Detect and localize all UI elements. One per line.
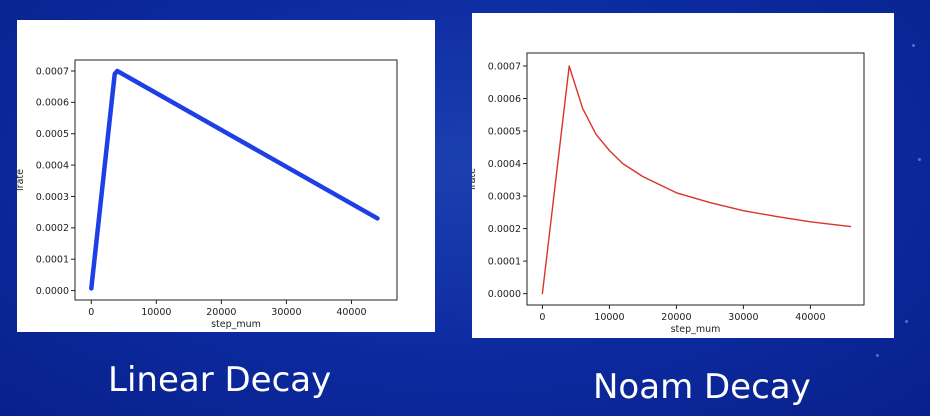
x-tick-label: 20000 — [661, 312, 691, 323]
background-sparkle — [912, 44, 915, 47]
y-tick-label: 0.0001 — [36, 255, 69, 266]
y-tick-label: 0.0005 — [488, 126, 521, 137]
y-tick-label: 0.0003 — [488, 191, 521, 202]
y-axis-label: lrate — [472, 168, 478, 190]
x-tick-label: 20000 — [206, 307, 236, 318]
caption-noam-decay: Noam Decay — [593, 367, 811, 407]
y-tick-label: 0.0003 — [36, 192, 69, 203]
linear-decay-chart-panel: 0 10000 20000 30000 40000 0.0000 0.0001 0.0002 0… — [17, 20, 435, 332]
y-tick-label: 0.0000 — [36, 286, 69, 297]
y-tick-label: 0.0004 — [36, 160, 69, 171]
x-axis-label: step_mum — [671, 324, 721, 335]
noam-decay-chart-panel: 0 10000 20000 30000 40000 0.0000 0.0001 0.0002 0… — [472, 13, 894, 338]
noam-decay-chart: 0 10000 20000 30000 40000 0.0000 0.0001 0.0002 0… — [472, 52, 865, 335]
x-axis-label: step_mum — [211, 319, 261, 330]
x-tick-label: 10000 — [141, 307, 171, 318]
y-tick-label: 0.0000 — [488, 289, 521, 300]
x-tick-label: 0 — [88, 307, 94, 318]
y-tick-label: 0.0007 — [488, 61, 521, 72]
x-tick-label: 30000 — [271, 307, 301, 318]
x-tick-label: 30000 — [728, 312, 758, 323]
y-axis-label: lrate — [17, 169, 26, 191]
x-tick-label: 0 — [539, 312, 545, 323]
y-tick-label: 0.0002 — [36, 223, 69, 234]
y-tick-label: 0.0001 — [488, 256, 521, 267]
y-tick-label: 0.0002 — [488, 224, 521, 235]
linear-decay-chart: 0 10000 20000 30000 40000 0.0000 0.0001 0.0002 0… — [17, 59, 398, 330]
x-tick-label: 40000 — [336, 307, 366, 318]
series-line — [541, 65, 852, 295]
background-sparkle — [905, 320, 908, 323]
y-tick-label: 0.0006 — [36, 98, 69, 109]
plot-frame — [526, 52, 865, 306]
series-line — [89, 68, 380, 291]
x-tick-label: 10000 — [594, 312, 624, 323]
y-tick-label: 0.0007 — [36, 66, 69, 77]
y-tick-label: 0.0004 — [488, 159, 521, 170]
y-tick-label: 0.0005 — [36, 129, 69, 140]
x-tick-label: 40000 — [795, 312, 825, 323]
y-tick-label: 0.0006 — [488, 94, 521, 105]
background-sparkle — [918, 158, 921, 161]
background-sparkle — [876, 354, 879, 357]
caption-linear-decay: Linear Decay — [108, 360, 332, 400]
plot-frame — [74, 59, 398, 301]
